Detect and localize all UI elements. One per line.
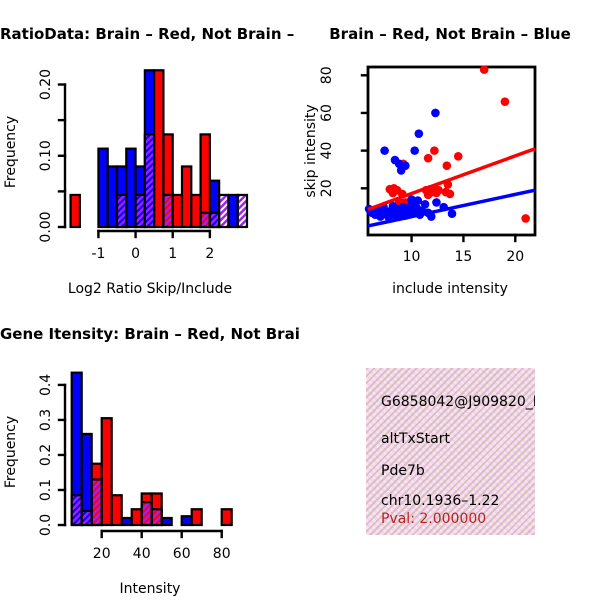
svg-text:20: 20 — [319, 179, 335, 197]
brain-fit — [367, 147, 536, 212]
svg-text:20: 20 — [506, 249, 524, 265]
log2-ratio-histogram-chart: -1 0 1 2 0.00 0.10 0.20 — [38, 69, 249, 262]
svg-text:0.20: 0.20 — [38, 69, 54, 100]
scatter-x-axis-label: include intensity — [392, 281, 508, 297]
intensity-hist-y-axis-label: Frequency — [3, 415, 19, 489]
panel-gene-intensity-histogram: 20 40 60 80 0.0 0.1 0.2 0.3 0.4 Gene Itensity: B… — [0, 300, 300, 600]
svg-text:0.10: 0.10 — [38, 140, 54, 171]
svg-text:-1: -1 — [91, 246, 105, 262]
svg-text:0: 0 — [131, 246, 140, 262]
svg-text:60: 60 — [319, 104, 335, 122]
svg-text:0.2: 0.2 — [38, 444, 54, 466]
gene-intensity-histogram-chart: 20 40 60 80 0.0 0.1 0.2 0.3 0.4 — [38, 371, 233, 562]
bars-overlap — [70, 478, 163, 527]
panel-intensity-scatter: 10 15 20 20 40 60 80 Brain – Red, Not Brain – … — [300, 0, 600, 300]
svg-text:80: 80 — [319, 66, 335, 84]
bars-red — [69, 69, 211, 229]
not-brain-fit — [367, 188, 536, 228]
axes: -1 0 1 2 0.00 0.10 0.20 — [38, 69, 214, 262]
svg-text:40: 40 — [319, 142, 335, 160]
svg-text:20: 20 — [93, 546, 111, 562]
svg-text:1: 1 — [168, 246, 177, 262]
probeset-id-text: G6858042@J909820_RC — [381, 394, 535, 410]
splice-event-type-text: altTxStart — [381, 431, 450, 447]
points-brain — [385, 65, 530, 223]
genomic-location-text: chr10.1936–1.22 — [381, 493, 500, 509]
intensity-hist-title: Gene Itensity: Brain – Red, Not Brain – … — [0, 325, 300, 343]
svg-text:0.0: 0.0 — [38, 514, 54, 536]
svg-text:0.3: 0.3 — [38, 409, 54, 431]
svg-text:2: 2 — [205, 246, 214, 262]
svg-text:10: 10 — [403, 249, 421, 265]
gene-symbol-text: Pde7b — [381, 463, 425, 479]
panel-log2-ratio-histogram: -1 0 1 2 0.00 0.10 0.20 RatioData: Brain – Red… — [0, 0, 300, 300]
svg-text:15: 15 — [455, 249, 473, 265]
svg-text:0.1: 0.1 — [38, 479, 54, 501]
axes: 20 40 60 80 0.0 0.1 0.2 0.3 0.4 — [38, 374, 231, 562]
panel-info-box: G6858042@J909820_RC altTxStart Pde7b chr… — [300, 300, 600, 600]
ratio-hist-y-axis-label: Frequency — [3, 115, 19, 189]
svg-text:40: 40 — [133, 546, 151, 562]
bars-blue — [70, 371, 193, 527]
pval-text: Pval: 2.000000 — [381, 511, 487, 527]
scatter-title: Brain – Red, Not Brain – Blue — [329, 25, 571, 43]
ratio-hist-x-axis-label: Log2 Ratio Skip/Include — [67, 281, 233, 297]
axes: 10 15 20 20 40 60 80 — [319, 66, 524, 265]
svg-text:0.00: 0.00 — [38, 211, 54, 242]
points-not_brain — [364, 108, 457, 222]
intensity-hist-x-axis-label: Intensity — [119, 581, 181, 597]
bars-overlap — [115, 133, 249, 229]
intensity-scatter-chart: 10 15 20 20 40 60 80 — [319, 65, 537, 265]
svg-text:0.4: 0.4 — [38, 374, 54, 396]
svg-text:80: 80 — [213, 546, 231, 562]
ratio-hist-title: RatioData: Brain – Red, Not Brain – Blue — [0, 25, 300, 43]
scatter-y-axis-label: skip intensity — [303, 104, 319, 198]
svg-text:60: 60 — [173, 546, 191, 562]
gene-info-box: G6858042@J909820_RC altTxStart Pde7b chr… — [366, 368, 535, 535]
